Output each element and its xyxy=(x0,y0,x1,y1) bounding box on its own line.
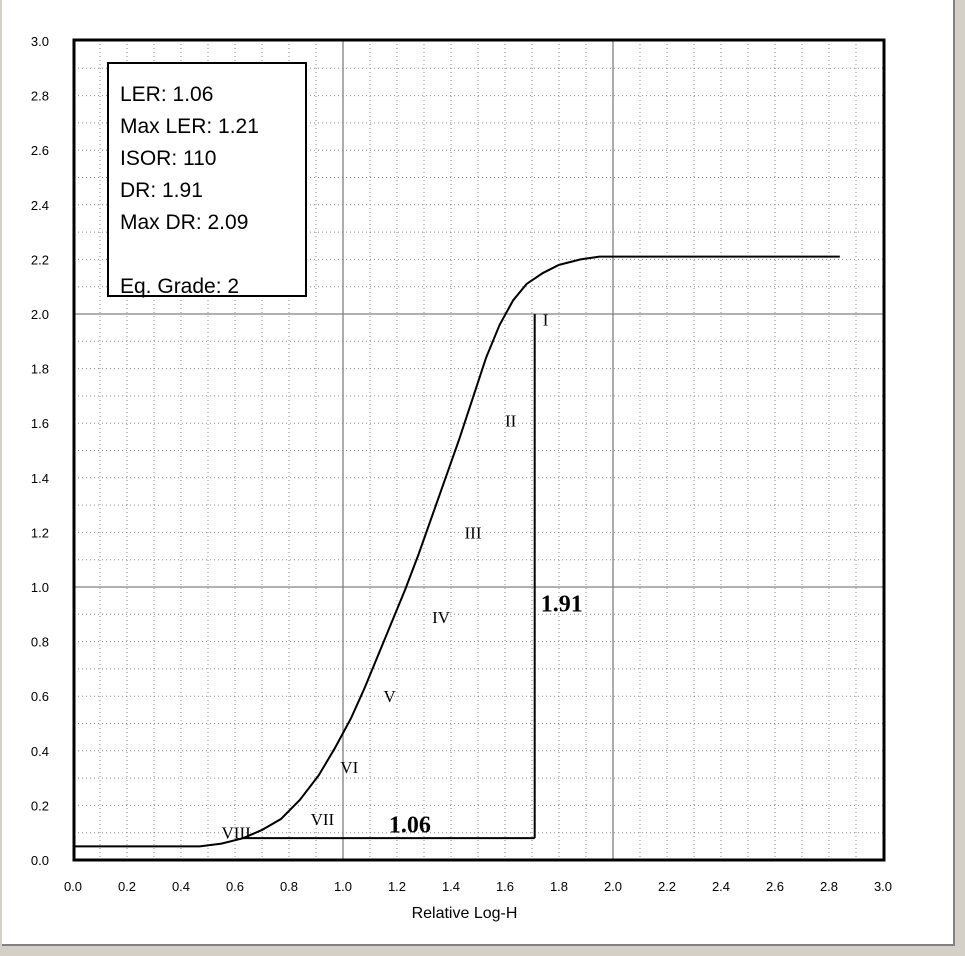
y-tick-label: 1.4 xyxy=(31,471,49,486)
x-tick-label: 0.2 xyxy=(118,879,136,894)
y-tick-label: 2.0 xyxy=(31,307,49,322)
info-row: Max DR: 2.09 xyxy=(120,211,248,234)
x-tick-label: 1.6 xyxy=(496,879,514,894)
y-tick-label: 2.8 xyxy=(31,89,49,104)
info-box: LER: 1.06 Max LER: 1.21 ISOR: 110 DR: 1.91 M… xyxy=(107,62,307,298)
series-line xyxy=(73,255,840,848)
y-tick-label: 0.2 xyxy=(31,798,49,813)
info-row: LER: 1.06 xyxy=(120,83,213,106)
y-tick-label: 2.6 xyxy=(31,143,49,158)
x-axis-ticks: 0.0 0.2 0.4 0.6 0.8 1.0 1.2 1.4 1.6 1.8 2.0 2.2 2.4 2… xyxy=(64,879,892,894)
x-tick-label: 0.8 xyxy=(280,879,298,894)
y-tick-label: 1.8 xyxy=(31,362,49,377)
x-tick-label: 3.0 xyxy=(874,879,892,894)
step-label: VI xyxy=(340,758,358,777)
x-tick-label: 0.0 xyxy=(64,879,82,894)
info-row: DR: 1.91 xyxy=(120,179,203,202)
plot-area-border xyxy=(72,38,886,862)
step-label: VIII xyxy=(222,824,252,843)
y-tick-label: 1.6 xyxy=(31,416,49,431)
y-tick-label: 0.4 xyxy=(31,744,49,759)
x-tick-label: 2.4 xyxy=(712,879,730,894)
step-label: VII xyxy=(311,810,335,829)
step-label: III xyxy=(465,523,482,542)
step-label: IV xyxy=(432,608,451,627)
x-tick-label: 2.2 xyxy=(658,879,676,894)
info-box-frame xyxy=(107,62,307,297)
step-label: I xyxy=(543,310,549,329)
info-row: Max LER: 1.21 xyxy=(120,115,259,138)
x-tick-label: 2.0 xyxy=(604,879,622,894)
step-label: II xyxy=(505,411,517,430)
y-tick-label: 1.0 xyxy=(31,580,49,595)
chart-panel: 0.0 0.2 0.4 0.6 0.8 1.0 1.2 1.4 1.6 1.8 2.0 2.2 2.4 2… xyxy=(2,0,955,946)
x-tick-label: 2.6 xyxy=(766,879,784,894)
ler-value-label: 1.06 xyxy=(389,813,431,839)
dr-value-label: 1.91 xyxy=(541,592,583,618)
x-axis-label: Relative Log-H xyxy=(412,905,518,922)
y-tick-label: 0.8 xyxy=(31,635,49,650)
y-tick-label: 2.4 xyxy=(31,198,49,213)
y-tick-label: 2.2 xyxy=(31,252,49,267)
y-tick-label: 0.0 xyxy=(31,853,49,868)
major-grid xyxy=(74,40,884,860)
info-row: Eq. Grade: 2 xyxy=(120,275,239,298)
step-label: V xyxy=(384,687,397,706)
x-tick-label: 0.4 xyxy=(172,879,190,894)
info-row: ISOR: 110 xyxy=(120,147,217,170)
dr-ler-marker xyxy=(243,314,536,840)
x-tick-label: 1.4 xyxy=(442,879,460,894)
x-tick-label: 1.0 xyxy=(334,879,352,894)
y-axis-ticks: 0.0 0.2 0.4 0.6 0.8 1.0 1.2 1.4 1.6 1.8 2.0 2.2 2.4 2… xyxy=(31,34,49,868)
y-tick-label: 1.2 xyxy=(31,525,49,540)
x-tick-label: 1.8 xyxy=(550,879,568,894)
y-tick-label: 3.0 xyxy=(31,34,49,49)
x-tick-label: 1.2 xyxy=(388,879,406,894)
y-tick-label: 0.6 xyxy=(31,689,49,704)
x-tick-label: 0.6 xyxy=(226,879,244,894)
minor-grid xyxy=(74,40,884,860)
x-tick-label: 2.8 xyxy=(820,879,838,894)
